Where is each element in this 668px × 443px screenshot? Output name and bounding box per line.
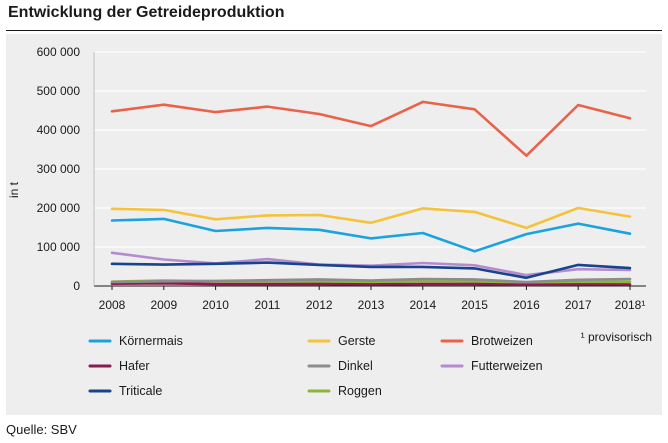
series-line-gerste [110,206,632,230]
y-tick-label: 500 000 [37,84,81,98]
y-tick-label: 600 000 [37,45,81,59]
x-tick-label: 2009 [150,298,177,312]
series-line-k-rnermais [110,217,632,253]
title-divider [6,30,662,31]
series-line-dinkel [110,277,632,284]
chart-title: Entwicklung der Getreideproduktion [8,4,285,21]
legend-label: Roggen [338,384,382,398]
legend-label: Gerste [338,334,376,348]
x-tick-label: 2016 [513,298,540,312]
footnote: ¹ provisorisch [581,330,652,344]
y-axis-label: in t [7,181,21,198]
y-tick-label: 0 [73,279,80,293]
legend: Körnermais Gerste Brotweizen Hafer Dinkel Fut… [88,334,543,398]
y-tick-label: 100 000 [37,240,81,254]
x-tick-label: 2010 [202,298,229,312]
chart-panel: in t 0 100 000 200 000 300 000 400 000 500 00… [6,34,662,415]
legend-label: Triticale [119,384,162,398]
x-tick-labels: 2008 2009 2010 2011 2012 2013 2014 2015 2016 2017… [99,298,646,312]
y-tick-label: 300 000 [37,162,81,176]
y-tick-label: 400 000 [37,123,81,137]
x-tick-label: 2018¹ [615,298,646,312]
series-line-triticale [110,261,632,280]
source-note: Quelle: SBV [6,422,77,437]
x-tick-label: 2015 [461,298,488,312]
series-line-hafer [110,282,632,287]
legend-label: Dinkel [338,359,373,373]
legend-label: Brotweizen [471,334,533,348]
legend-label: Hafer [119,359,150,373]
series-lines [110,100,632,287]
legend-label: Körnermais [119,334,183,348]
x-tick-label: 2014 [409,298,436,312]
line-chart: in t 0 100 000 200 000 300 000 400 000 500 00… [7,45,652,398]
x-tick-label: 2008 [99,298,126,312]
axes [93,52,646,290]
x-tick-label: 2017 [565,298,592,312]
x-tick-label: 2013 [358,298,385,312]
y-tick-labels: 0 100 000 200 000 300 000 400 000 500 000 600 … [37,45,81,293]
x-tick-label: 2012 [306,298,333,312]
x-tick-label: 2011 [254,298,280,312]
y-tick-label: 200 000 [37,201,81,215]
series-line-brotweizen [110,100,632,157]
grid-lines [94,51,646,248]
legend-label: Futterweizen [471,359,543,373]
